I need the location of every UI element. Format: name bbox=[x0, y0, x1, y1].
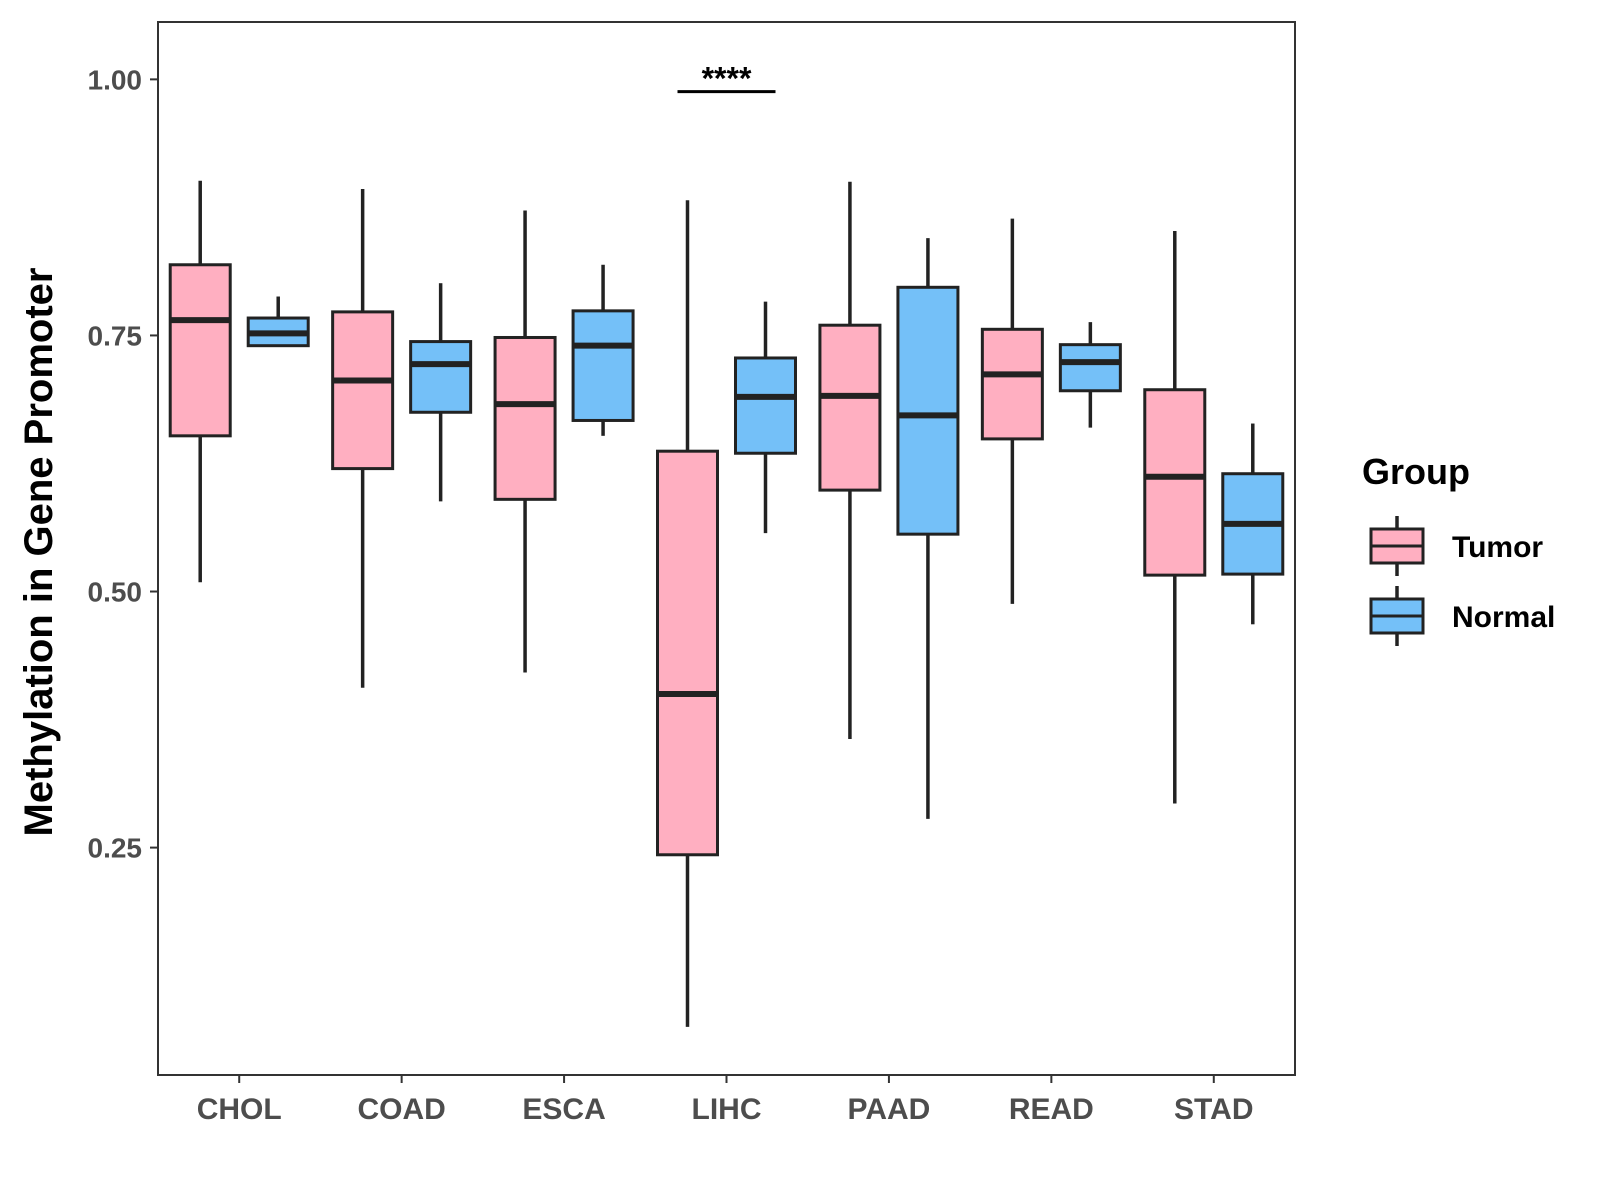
x-tick-label: ESCA bbox=[522, 1093, 605, 1126]
series-normal bbox=[246, 238, 1285, 819]
box-tumor-stad bbox=[1143, 230, 1207, 804]
plot-panel bbox=[157, 21, 1296, 1076]
box-normal-read bbox=[1058, 322, 1122, 428]
legend-entry-tumor: Tumor bbox=[1369, 516, 1543, 576]
box-iqr bbox=[818, 323, 882, 492]
box-tumor-chol bbox=[168, 180, 232, 583]
box-normal-paad bbox=[896, 238, 960, 819]
y-tick-label: 0.50 bbox=[88, 577, 143, 608]
box-normal-stad bbox=[1221, 423, 1285, 625]
box-iqr bbox=[656, 449, 719, 857]
box-tumor-lihc bbox=[656, 200, 719, 1027]
box-tumor-paad bbox=[818, 181, 882, 740]
box-iqr bbox=[980, 327, 1044, 441]
legend-entry-normal: Normal bbox=[1369, 586, 1555, 646]
x-tick-label: READ bbox=[1009, 1093, 1094, 1126]
box-tumor-esca bbox=[493, 210, 557, 673]
box-iqr bbox=[734, 356, 797, 455]
box-iqr bbox=[168, 263, 232, 438]
box-normal-lihc bbox=[734, 301, 797, 534]
box-tumor-read bbox=[980, 218, 1044, 604]
x-tick-label: CHOL bbox=[197, 1093, 282, 1126]
legend-title: Group bbox=[1362, 451, 1470, 492]
box-iqr bbox=[1058, 343, 1122, 393]
box-tumor-coad bbox=[331, 188, 395, 688]
box-normal-chol bbox=[246, 296, 310, 348]
box-iqr bbox=[571, 309, 635, 422]
box-iqr bbox=[1143, 388, 1207, 577]
legend-entries: Tumor Normal bbox=[1369, 516, 1555, 646]
y-tick-label: 0.25 bbox=[88, 833, 143, 864]
x-tick-label: COAD bbox=[357, 1093, 445, 1126]
y-axis: 0.25 0.50 0.75 1.00 bbox=[88, 64, 158, 864]
x-tick-label: STAD bbox=[1174, 1093, 1253, 1126]
significance-label: **** bbox=[702, 61, 752, 97]
box-iqr bbox=[896, 285, 960, 536]
significance-annotations: **** bbox=[677, 61, 776, 97]
x-tick-label: PAAD bbox=[848, 1093, 931, 1126]
box-series bbox=[168, 180, 1285, 1027]
legend: Group Tumor Normal bbox=[1362, 451, 1555, 646]
y-tick-label: 1.00 bbox=[88, 64, 143, 95]
y-tick-label: 0.75 bbox=[88, 320, 143, 351]
box-iqr bbox=[493, 335, 557, 501]
box-normal-coad bbox=[409, 283, 473, 502]
box-iqr bbox=[331, 310, 395, 471]
legend-label: Tumor bbox=[1452, 531, 1543, 564]
y-axis-title: Methylation in Gene Promoter bbox=[17, 268, 61, 837]
box-normal-esca bbox=[571, 264, 635, 436]
x-axis: CHOL COAD ESCA LIHC PAAD READ STAD bbox=[197, 1075, 1254, 1126]
series-tumor bbox=[168, 180, 1207, 1027]
legend-label: Normal bbox=[1452, 601, 1555, 634]
box-iqr bbox=[409, 340, 473, 414]
x-tick-label: LIHC bbox=[692, 1093, 762, 1126]
